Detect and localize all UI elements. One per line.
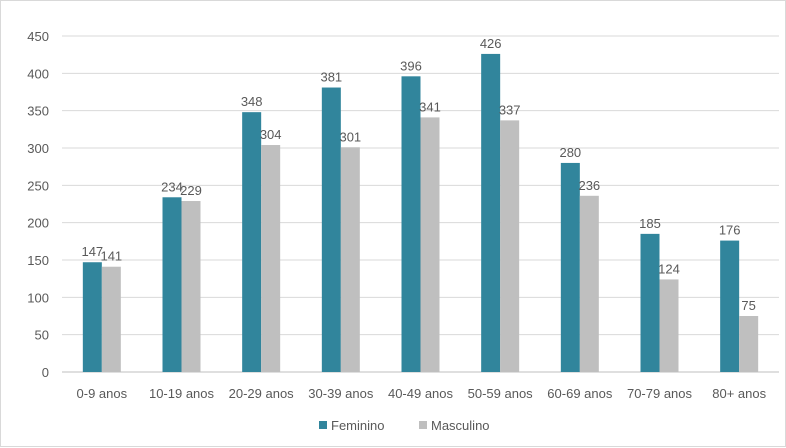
data-label: 176	[719, 223, 741, 238]
data-label: 304	[260, 127, 282, 142]
x-tick-label: 10-19 anos	[149, 386, 215, 401]
data-label: 147	[81, 244, 103, 259]
x-tick-label: 30-39 anos	[308, 386, 374, 401]
y-tick-label: 350	[27, 104, 49, 119]
y-tick-label: 400	[27, 66, 49, 81]
data-label: 301	[339, 129, 361, 144]
x-tick-label: 0-9 anos	[77, 386, 128, 401]
bar	[101, 266, 121, 372]
data-label: 348	[241, 94, 263, 109]
y-tick-label: 100	[27, 290, 49, 305]
y-tick-label: 450	[27, 29, 49, 44]
legend-label: Masculino	[431, 418, 490, 433]
x-tick-label: 20-29 anos	[229, 386, 295, 401]
legend: Feminino Masculino	[319, 418, 490, 433]
bar	[739, 316, 759, 372]
bar	[500, 120, 520, 372]
bar	[321, 87, 341, 373]
bar	[560, 162, 580, 372]
x-tick-label: 60-69 anos	[547, 386, 613, 401]
bar	[720, 240, 740, 372]
y-tick-label: 50	[35, 328, 49, 343]
data-label: 396	[400, 58, 422, 73]
x-tick-label: 40-49 anos	[388, 386, 454, 401]
x-tick-label: 70-79 anos	[627, 386, 693, 401]
bar	[340, 147, 360, 372]
bar	[420, 117, 440, 373]
bar	[242, 112, 262, 372]
data-label: 185	[639, 216, 661, 231]
y-tick-label: 250	[27, 178, 49, 193]
y-tick-label: 200	[27, 216, 49, 231]
data-label: 75	[741, 298, 755, 313]
data-label: 124	[658, 261, 680, 276]
y-axis-tick-labels: 0 50 100 150 200 250 300 350 400 450	[27, 29, 49, 380]
data-label: 229	[180, 183, 202, 198]
x-tick-label: 80+ anos	[712, 386, 766, 401]
data-label: 426	[480, 36, 502, 51]
bar	[261, 145, 281, 372]
data-label: 141	[100, 249, 122, 264]
bars	[82, 53, 759, 373]
bar	[82, 262, 102, 372]
legend-swatch	[319, 421, 327, 429]
data-label: 234	[161, 179, 183, 194]
y-tick-label: 150	[27, 253, 49, 268]
bar	[579, 195, 599, 372]
legend-item: Feminino	[319, 418, 384, 433]
bar	[640, 233, 660, 372]
legend-swatch	[419, 421, 427, 429]
bar	[162, 197, 182, 372]
y-tick-label: 0	[42, 365, 49, 380]
data-label: 381	[320, 70, 342, 85]
y-tick-label: 300	[27, 141, 49, 156]
x-tick-label: 50-59 anos	[468, 386, 534, 401]
legend-item: Masculino	[419, 418, 490, 433]
x-axis-tick-labels: 0-9 anos 10-19 anos 20-29 anos 30-39 anos 40…	[77, 386, 767, 401]
data-label: 341	[419, 99, 441, 114]
data-label: 337	[499, 102, 521, 117]
bar	[401, 76, 421, 372]
legend-label: Feminino	[331, 418, 384, 433]
bar	[659, 279, 679, 372]
bar	[181, 201, 201, 372]
data-label: 280	[559, 145, 581, 160]
bar	[481, 53, 501, 373]
data-label: 236	[578, 178, 600, 193]
